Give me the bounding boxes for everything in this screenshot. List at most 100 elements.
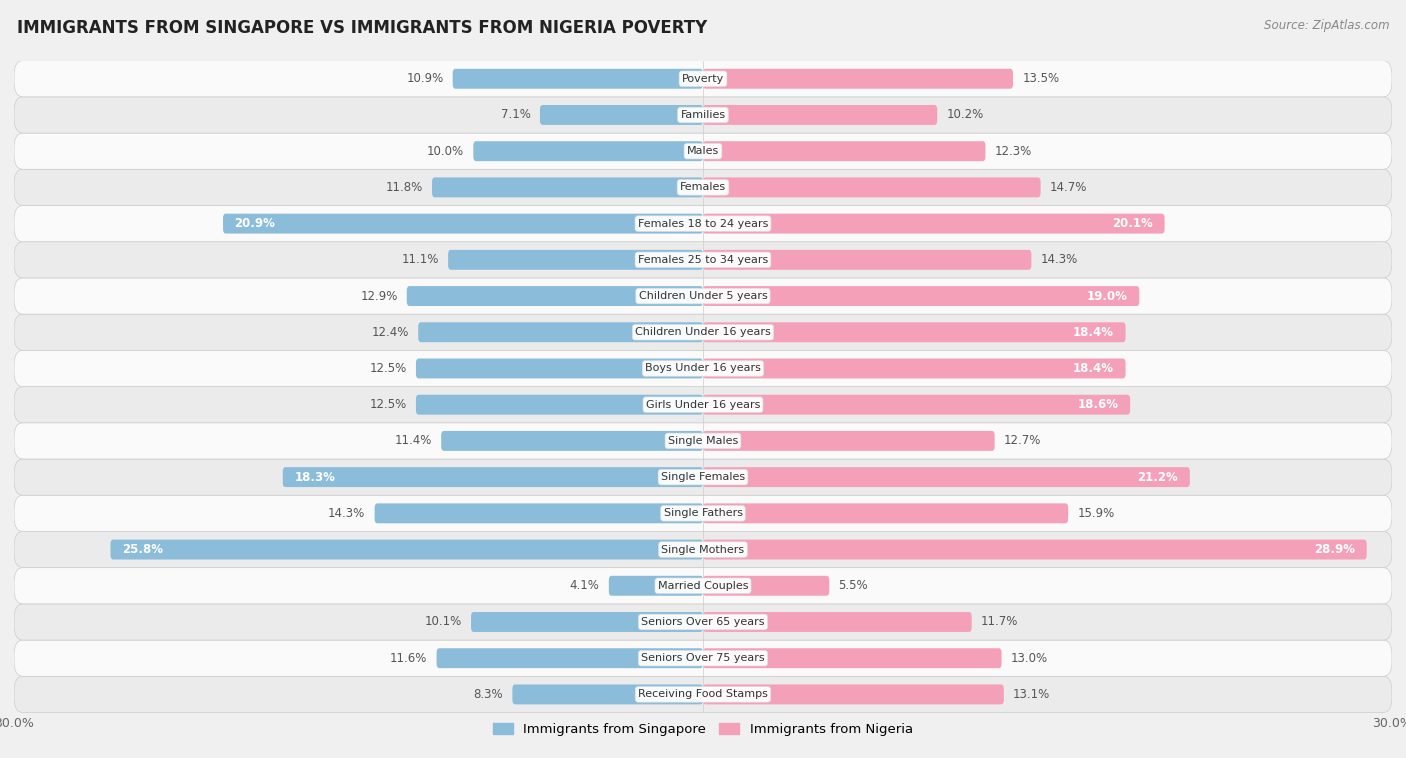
FancyBboxPatch shape [512, 684, 703, 704]
Text: 10.0%: 10.0% [427, 145, 464, 158]
FancyBboxPatch shape [437, 648, 703, 668]
FancyBboxPatch shape [703, 286, 1139, 306]
FancyBboxPatch shape [14, 61, 1392, 97]
FancyBboxPatch shape [14, 169, 1392, 205]
Text: Girls Under 16 years: Girls Under 16 years [645, 399, 761, 409]
Text: 13.0%: 13.0% [1011, 652, 1047, 665]
Text: Children Under 5 years: Children Under 5 years [638, 291, 768, 301]
Text: Married Couples: Married Couples [658, 581, 748, 590]
Text: Families: Families [681, 110, 725, 120]
FancyBboxPatch shape [703, 177, 1040, 197]
Text: 28.9%: 28.9% [1315, 543, 1355, 556]
Text: 11.4%: 11.4% [395, 434, 432, 447]
FancyBboxPatch shape [374, 503, 703, 523]
FancyBboxPatch shape [14, 133, 1392, 169]
FancyBboxPatch shape [14, 604, 1392, 640]
Text: 12.7%: 12.7% [1004, 434, 1042, 447]
Text: 13.5%: 13.5% [1022, 72, 1059, 85]
FancyBboxPatch shape [703, 395, 1130, 415]
Text: 12.5%: 12.5% [370, 362, 406, 375]
FancyBboxPatch shape [14, 568, 1392, 604]
FancyBboxPatch shape [224, 214, 703, 233]
FancyBboxPatch shape [416, 359, 703, 378]
Text: Children Under 16 years: Children Under 16 years [636, 327, 770, 337]
Text: 18.3%: 18.3% [294, 471, 335, 484]
FancyBboxPatch shape [14, 278, 1392, 314]
Text: 12.9%: 12.9% [360, 290, 398, 302]
FancyBboxPatch shape [432, 177, 703, 197]
Text: Single Fathers: Single Fathers [664, 509, 742, 518]
Text: Single Mothers: Single Mothers [661, 544, 745, 555]
FancyBboxPatch shape [449, 250, 703, 270]
FancyBboxPatch shape [703, 576, 830, 596]
Text: 21.2%: 21.2% [1137, 471, 1178, 484]
FancyBboxPatch shape [703, 105, 938, 125]
FancyBboxPatch shape [14, 242, 1392, 278]
Text: 20.9%: 20.9% [235, 217, 276, 230]
Text: 12.5%: 12.5% [370, 398, 406, 411]
FancyBboxPatch shape [283, 467, 703, 487]
Text: Single Females: Single Females [661, 472, 745, 482]
Text: Boys Under 16 years: Boys Under 16 years [645, 364, 761, 374]
FancyBboxPatch shape [14, 387, 1392, 423]
FancyBboxPatch shape [14, 205, 1392, 242]
FancyBboxPatch shape [14, 423, 1392, 459]
Text: 8.3%: 8.3% [474, 688, 503, 701]
FancyBboxPatch shape [14, 531, 1392, 568]
FancyBboxPatch shape [703, 684, 1004, 704]
FancyBboxPatch shape [703, 648, 1001, 668]
FancyBboxPatch shape [14, 97, 1392, 133]
Text: 12.3%: 12.3% [994, 145, 1032, 158]
FancyBboxPatch shape [703, 467, 1189, 487]
Text: Seniors Over 65 years: Seniors Over 65 years [641, 617, 765, 627]
FancyBboxPatch shape [441, 431, 703, 451]
Legend: Immigrants from Singapore, Immigrants from Nigeria: Immigrants from Singapore, Immigrants fr… [488, 718, 918, 742]
Text: Poverty: Poverty [682, 74, 724, 83]
FancyBboxPatch shape [14, 495, 1392, 531]
FancyBboxPatch shape [703, 540, 1367, 559]
FancyBboxPatch shape [703, 503, 1069, 523]
FancyBboxPatch shape [416, 395, 703, 415]
FancyBboxPatch shape [14, 350, 1392, 387]
Text: 11.1%: 11.1% [402, 253, 439, 266]
Text: 13.1%: 13.1% [1012, 688, 1050, 701]
Text: 11.7%: 11.7% [981, 615, 1018, 628]
FancyBboxPatch shape [703, 322, 1126, 342]
FancyBboxPatch shape [406, 286, 703, 306]
Text: IMMIGRANTS FROM SINGAPORE VS IMMIGRANTS FROM NIGERIA POVERTY: IMMIGRANTS FROM SINGAPORE VS IMMIGRANTS … [17, 19, 707, 37]
FancyBboxPatch shape [703, 431, 994, 451]
Text: 19.0%: 19.0% [1087, 290, 1128, 302]
FancyBboxPatch shape [703, 359, 1126, 378]
Text: Single Males: Single Males [668, 436, 738, 446]
Text: 14.7%: 14.7% [1050, 181, 1087, 194]
Text: 12.4%: 12.4% [371, 326, 409, 339]
Text: 11.8%: 11.8% [385, 181, 423, 194]
FancyBboxPatch shape [540, 105, 703, 125]
FancyBboxPatch shape [703, 250, 1032, 270]
Text: Females: Females [681, 183, 725, 193]
Text: 18.4%: 18.4% [1073, 362, 1114, 375]
Text: Females 25 to 34 years: Females 25 to 34 years [638, 255, 768, 265]
Text: 7.1%: 7.1% [501, 108, 531, 121]
FancyBboxPatch shape [703, 69, 1012, 89]
FancyBboxPatch shape [609, 576, 703, 596]
Text: 18.4%: 18.4% [1073, 326, 1114, 339]
Text: 18.6%: 18.6% [1077, 398, 1119, 411]
Text: 10.1%: 10.1% [425, 615, 461, 628]
FancyBboxPatch shape [14, 640, 1392, 676]
Text: 10.2%: 10.2% [946, 108, 984, 121]
FancyBboxPatch shape [14, 459, 1392, 495]
Text: 11.6%: 11.6% [389, 652, 427, 665]
Text: Source: ZipAtlas.com: Source: ZipAtlas.com [1264, 19, 1389, 32]
FancyBboxPatch shape [474, 141, 703, 161]
Text: 4.1%: 4.1% [569, 579, 599, 592]
Text: Males: Males [688, 146, 718, 156]
FancyBboxPatch shape [14, 676, 1392, 713]
Text: 14.3%: 14.3% [1040, 253, 1078, 266]
FancyBboxPatch shape [703, 612, 972, 632]
Text: 25.8%: 25.8% [122, 543, 163, 556]
Text: Receiving Food Stamps: Receiving Food Stamps [638, 690, 768, 700]
Text: 20.1%: 20.1% [1112, 217, 1153, 230]
FancyBboxPatch shape [111, 540, 703, 559]
Text: 5.5%: 5.5% [838, 579, 868, 592]
